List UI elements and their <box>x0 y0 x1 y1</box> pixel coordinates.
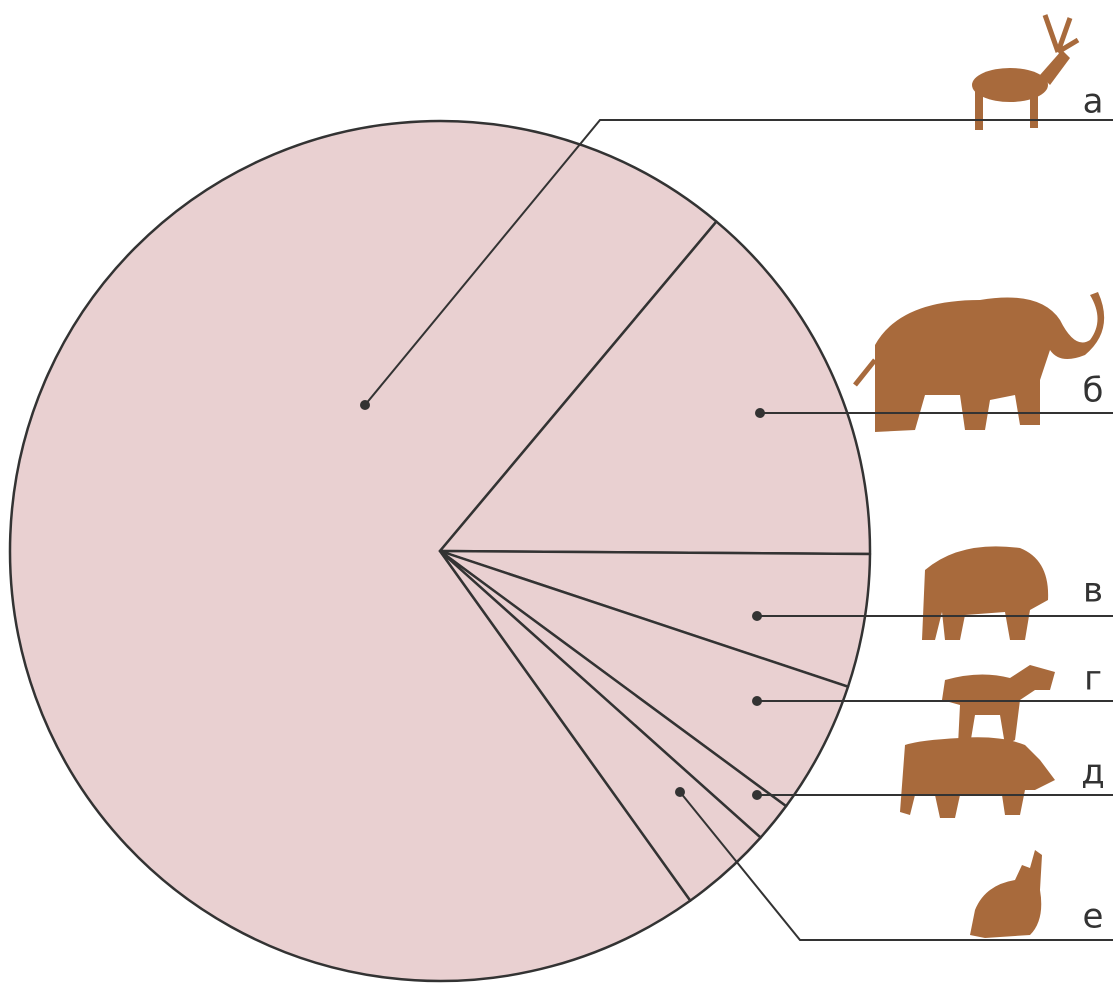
deer-icon <box>972 15 1078 130</box>
leader-dot <box>360 400 370 410</box>
leader-dot <box>752 611 762 621</box>
leader-dot <box>755 408 765 418</box>
bison-icon <box>922 546 1048 640</box>
chart: а б в г д е <box>0 0 1113 991</box>
leader-dot <box>752 790 762 800</box>
slice-label: а <box>1083 82 1104 122</box>
rhino-icon <box>900 737 1055 818</box>
horse-icon <box>942 665 1055 745</box>
mammoth-icon <box>855 292 1104 432</box>
slice-label: д <box>1081 753 1105 793</box>
slice-label: в <box>1083 571 1103 611</box>
slice-label: е <box>1083 897 1104 937</box>
leader-dot <box>675 787 685 797</box>
hare-icon <box>970 850 1042 938</box>
slice-label: б <box>1083 371 1104 411</box>
slice-label: г <box>1084 659 1102 699</box>
leader-dot <box>752 696 762 706</box>
animal-icons <box>855 15 1104 938</box>
